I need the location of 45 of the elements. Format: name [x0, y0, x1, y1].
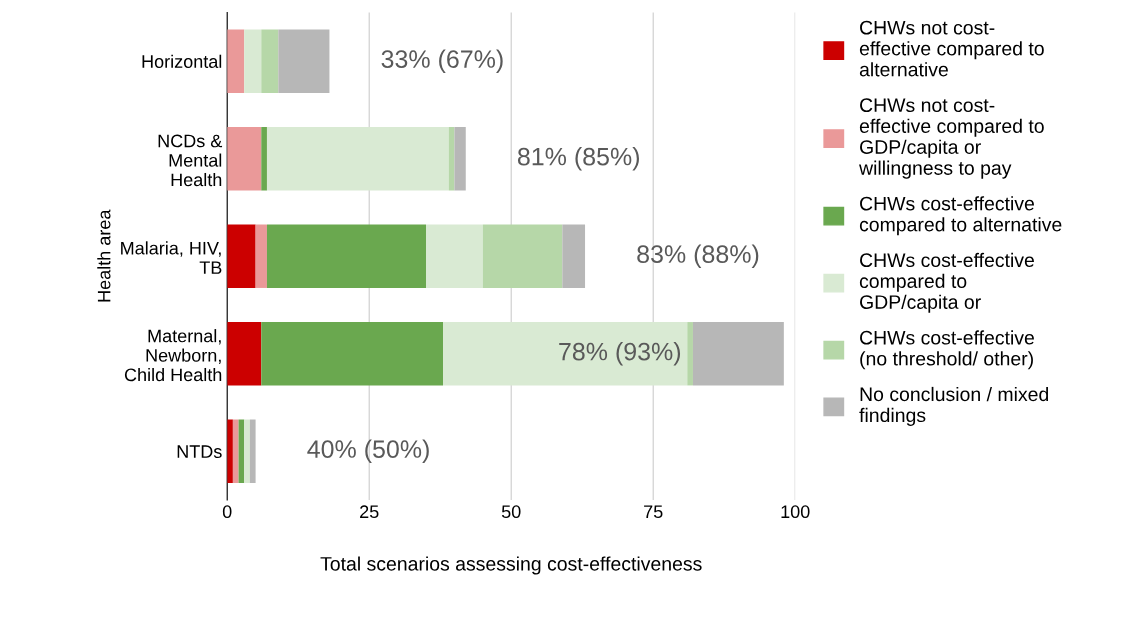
bar: [249, 419, 256, 483]
bar: [227, 224, 256, 288]
annotation: 33% (67%): [381, 49, 503, 73]
bar: [244, 29, 262, 93]
x-tick-label: 100: [781, 505, 810, 519]
bar: [562, 224, 586, 288]
bar: [266, 127, 449, 191]
bar: [261, 127, 267, 191]
legend-label: CHWs not cost- effective compared to alternative: [859, 20, 1044, 77]
x-tick-label: 50: [501, 505, 521, 519]
y-tick-label: Horizontal: [142, 54, 222, 68]
annotation: 78% (93%): [559, 342, 681, 366]
bar: [261, 322, 444, 386]
bar: [687, 322, 693, 386]
bar: [244, 419, 250, 483]
bar: [227, 29, 245, 93]
bar: [227, 322, 262, 386]
annotation: 83% (88%): [637, 244, 759, 268]
bar: [278, 29, 330, 93]
legend-label: No conclusion / mixed findings: [859, 386, 1049, 426]
bar: [454, 127, 466, 191]
annotation: 40% (50%): [307, 439, 429, 463]
bar: [227, 127, 262, 191]
bar: [261, 29, 279, 93]
bar: [482, 224, 563, 288]
bar: [443, 322, 688, 386]
y-tick-label: Maternal, Newborn, Child Health: [124, 329, 222, 382]
x-axis-title: Total scenarios assessing cost-effectiveness: [320, 556, 702, 575]
legend-label: CHWs cost-effective compared to alternative: [859, 196, 1062, 236]
bar: [255, 224, 267, 288]
legend-label: CHWs not cost- effective compared to GDP/capita or willingness to pay: [859, 98, 1044, 179]
y-tick-label: Malaria, HIV, TB: [121, 241, 222, 274]
bar: [266, 224, 426, 288]
bar: [232, 419, 239, 483]
annotation: 81% (85%): [517, 147, 639, 171]
x-tick-label: 75: [644, 505, 663, 519]
x-tick-label: 25: [360, 505, 379, 519]
legend-label: CHWs cost-effective compared to GDP/capita or: [859, 252, 1034, 313]
legend-label: CHWs cost-effective (no threshold/ other): [860, 330, 1034, 370]
y-tick-label: NCDs & Mental Health: [158, 134, 223, 187]
bar: [692, 322, 784, 386]
x-tick-label: 0: [222, 505, 232, 519]
y-axis-title: Health area: [97, 209, 111, 302]
bar: [426, 224, 483, 288]
y-tick-label: NTDs: [177, 445, 222, 458]
